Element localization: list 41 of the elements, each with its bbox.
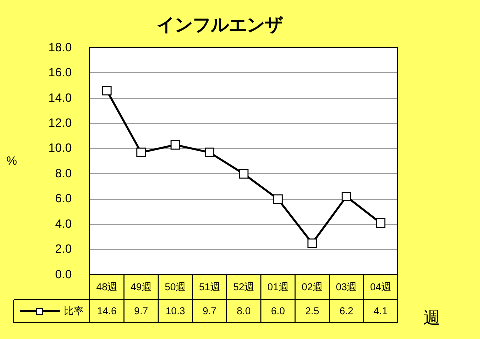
data-label: 6.2 [340,306,354,318]
y-axis-title: % [6,154,18,168]
x-tick-label: 03週 [336,282,358,294]
data-label: 14.6 [97,306,118,318]
x-axis-title: 週 [424,308,440,328]
chart-title: インフルエンザ [157,14,284,35]
point [376,218,386,228]
x-tick-label: 50週 [164,282,186,294]
data-label: 10.3 [166,306,186,318]
data-label: 2.5 [305,306,320,318]
y-tick-label: 8.0 [55,166,72,180]
x-tick-label: 02週 [302,282,324,294]
y-tick-label: 12.0 [48,116,72,130]
y-tick-label: 14.0 [48,90,72,105]
x-tick-label: 51週 [199,282,220,294]
y-tick-label: 16.0 [48,66,72,80]
y-tick-label: 18.0 [48,40,72,54]
x-tick-label: 49週 [130,282,152,294]
legend-label: 比率 [64,305,84,318]
data-label: 6.0 [271,306,286,318]
y-tick-label: 10.0 [48,141,72,156]
x-tick-label: 48週 [96,282,118,294]
point [170,140,180,150]
data-label: 4.1 [374,306,388,318]
point [273,194,283,204]
point [342,192,352,202]
point [205,148,215,158]
y-tick-label: 4.0 [55,216,72,231]
x-tick-label: 04週 [370,282,392,294]
point [239,169,249,179]
point [102,86,112,96]
y-tick-label: 2.0 [55,242,72,256]
x-tick-label: 01週 [268,282,289,294]
y-tick-label: 6.0 [55,192,72,206]
point [136,148,146,158]
data-label: 9.7 [202,306,218,318]
y-tick-label: 0.0 [55,267,72,282]
point [308,238,318,248]
data-label: 8.0 [237,306,252,318]
data-label: 9.7 [134,306,149,318]
x-tick-label: 52週 [233,282,255,294]
